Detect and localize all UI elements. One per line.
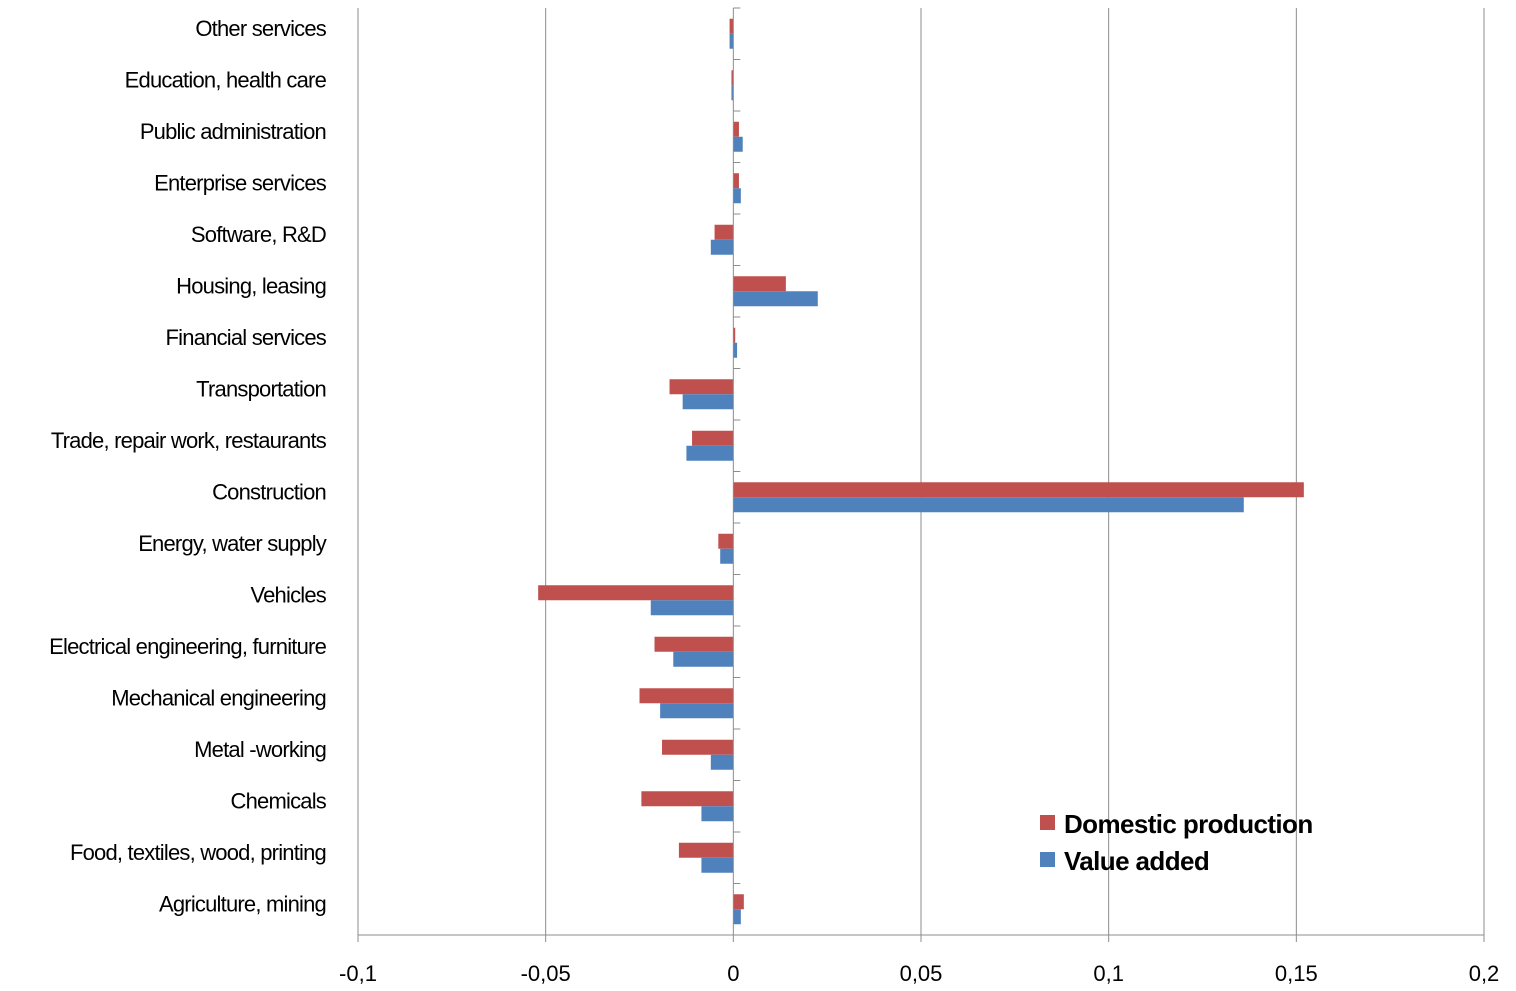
bar-domestic-production bbox=[733, 121, 739, 137]
bar-value-added bbox=[729, 33, 734, 49]
bar-domestic-production bbox=[641, 791, 734, 807]
bar-value-added bbox=[733, 136, 743, 152]
bar-domestic-production bbox=[669, 379, 734, 395]
bar-value-added bbox=[650, 600, 734, 616]
bar-domestic-production bbox=[718, 533, 734, 549]
category-label: Agriculture, mining bbox=[159, 891, 326, 916]
x-tick-labels: -0,1 -0,05 0 0,05 0,1 0,15 0,2 bbox=[339, 961, 1499, 986]
bar-domestic-production bbox=[678, 842, 734, 858]
x-tick-label: 0,2 bbox=[1469, 961, 1500, 986]
bar-value-added bbox=[733, 188, 741, 204]
bar-value-added bbox=[660, 703, 734, 719]
category-label: Energy, water supply bbox=[138, 531, 327, 556]
axes bbox=[357, 7, 1485, 942]
category-label: Public administration bbox=[140, 119, 326, 144]
bar-domestic-production bbox=[733, 482, 1304, 498]
bars bbox=[538, 18, 1304, 925]
category-label: Enterprise services bbox=[154, 170, 327, 195]
bar-domestic-production bbox=[639, 688, 734, 704]
legend-swatch bbox=[1040, 815, 1055, 830]
bar-domestic-production bbox=[662, 739, 734, 755]
x-tick-label: 0,05 bbox=[900, 961, 943, 986]
category-label: Software, R&D bbox=[191, 222, 326, 247]
bar-domestic-production bbox=[731, 70, 734, 86]
legend-label: Value added bbox=[1064, 846, 1209, 876]
bar-value-added bbox=[701, 806, 734, 822]
category-label: Housing, leasing bbox=[176, 273, 326, 298]
category-label: Electrical engineering, furniture bbox=[49, 634, 326, 659]
bar-value-added bbox=[682, 394, 734, 410]
x-tick-label: 0,1 bbox=[1093, 961, 1124, 986]
bar-value-added bbox=[733, 497, 1244, 513]
bar-value-added bbox=[733, 291, 818, 307]
category-label: Mechanical engineering bbox=[111, 685, 326, 710]
bar-value-added bbox=[720, 548, 734, 564]
legend-label: Domestic production bbox=[1064, 809, 1313, 839]
bar-domestic-production bbox=[733, 276, 786, 292]
bar-domestic-production bbox=[733, 327, 736, 343]
x-tick-label: -0,1 bbox=[339, 961, 377, 986]
category-label: Food, textiles, wood, printing bbox=[70, 840, 326, 865]
category-label: Vehicles bbox=[250, 582, 326, 607]
bar-value-added bbox=[673, 651, 734, 667]
category-label: Trade, repair work, restaurants bbox=[51, 428, 327, 453]
bar-domestic-production bbox=[692, 430, 734, 446]
category-label: Chemicals bbox=[231, 788, 327, 813]
bar-domestic-production bbox=[714, 224, 734, 240]
legend: Domestic production Value added bbox=[1040, 809, 1313, 876]
bar-domestic-production bbox=[733, 894, 744, 910]
bar-domestic-production bbox=[729, 18, 734, 34]
bar-domestic-production bbox=[654, 636, 734, 652]
bar-value-added bbox=[733, 342, 738, 358]
bar-domestic-production bbox=[538, 585, 734, 601]
bar-domestic-production bbox=[733, 173, 739, 189]
category-label: Other services bbox=[195, 16, 326, 41]
x-tick-label: 0,15 bbox=[1275, 961, 1318, 986]
category-labels: Other services Education, health care Publ… bbox=[49, 16, 327, 917]
bar-value-added bbox=[686, 445, 734, 461]
bar-value-added bbox=[701, 857, 734, 873]
bar-value-added bbox=[731, 85, 734, 101]
bar-value-added bbox=[710, 754, 734, 770]
bar-value-added bbox=[710, 239, 734, 255]
category-label: Financial services bbox=[166, 325, 327, 350]
category-label: Education, health care bbox=[125, 67, 327, 92]
x-tick-label: -0,05 bbox=[521, 961, 571, 986]
x-tick-label: 0 bbox=[727, 961, 739, 986]
category-label: Metal -working bbox=[194, 737, 326, 762]
bar-value-added bbox=[733, 909, 741, 925]
category-label: Transportation bbox=[196, 376, 326, 401]
legend-swatch bbox=[1040, 852, 1055, 867]
gridlines bbox=[357, 8, 1485, 935]
category-label: Construction bbox=[212, 479, 326, 504]
